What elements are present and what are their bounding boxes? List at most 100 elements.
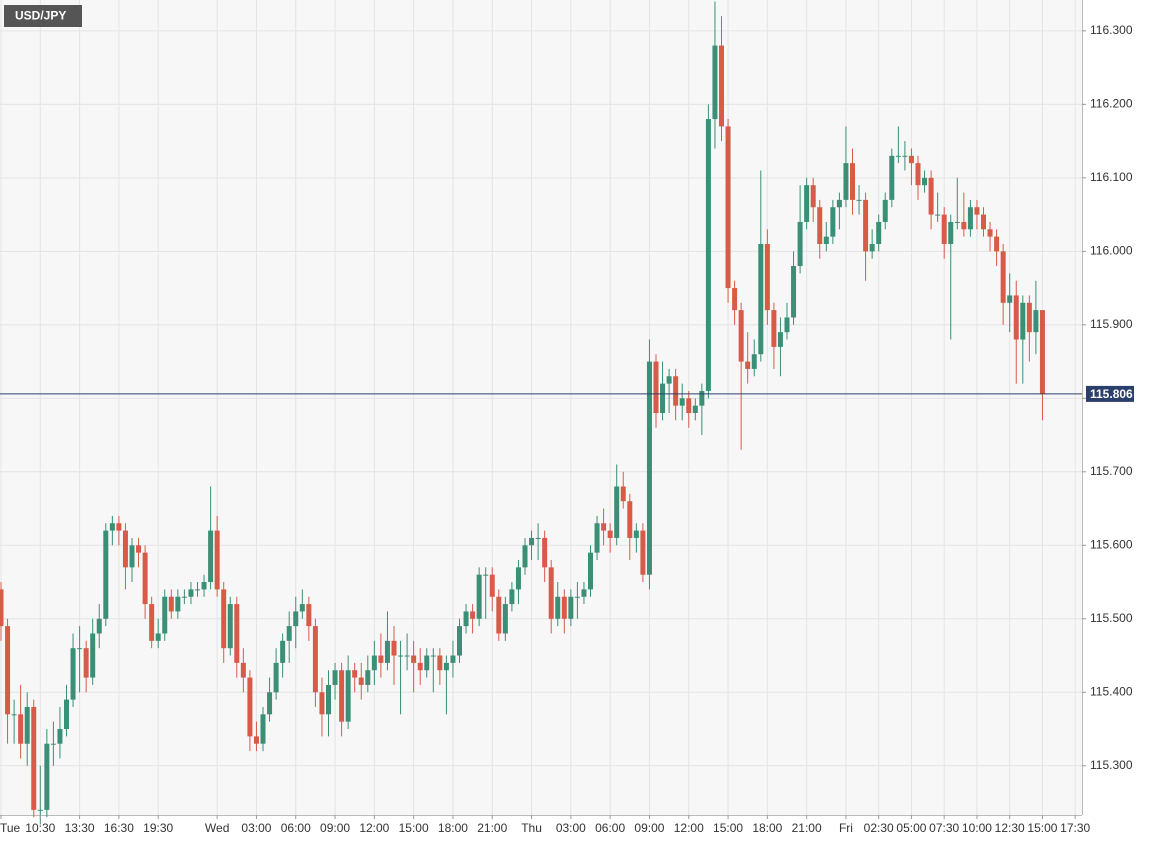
candle-body — [201, 582, 207, 590]
candle-body — [863, 199, 869, 252]
candle-body — [5, 626, 11, 715]
candle-body — [142, 552, 148, 605]
candle-body — [109, 523, 115, 531]
x-tick-label: 21:00 — [792, 821, 822, 835]
y-tick-label: 115.900 — [1090, 317, 1133, 331]
candle-body — [856, 199, 862, 201]
candle-body — [345, 670, 351, 722]
candle-body — [319, 692, 325, 715]
x-tick-label: 10:00 — [962, 821, 992, 835]
candle-body — [777, 332, 783, 347]
candle-body — [876, 221, 882, 244]
candle-body — [908, 155, 914, 164]
candle-body — [175, 596, 181, 612]
labels: 115.300 115.400 115.500 115.600 115.700 115.8… — [0, 23, 1134, 835]
candle-body — [149, 604, 155, 641]
candle-body — [928, 177, 934, 215]
x-tick-label: 13:30 — [65, 821, 95, 835]
candle-body — [365, 670, 371, 685]
candle-body — [31, 706, 37, 810]
candle-body — [620, 486, 626, 502]
candle-body — [11, 714, 17, 716]
candle-body — [614, 486, 620, 538]
candle-body — [103, 530, 109, 619]
candle-body — [234, 604, 240, 663]
candle-body — [332, 670, 338, 685]
candle-body — [601, 523, 607, 531]
candle-body — [895, 155, 901, 157]
candle-body — [961, 221, 967, 230]
candle-body — [273, 662, 279, 693]
candle-body — [902, 155, 908, 157]
candle-body — [758, 243, 764, 355]
candle-body — [981, 214, 986, 230]
x-tick-label: 15:00 — [713, 821, 743, 835]
candle-body — [594, 523, 600, 553]
candle-body — [391, 640, 397, 656]
candle-body — [227, 604, 233, 649]
candle-body — [640, 530, 646, 575]
candle-body — [568, 596, 574, 619]
last-price-label: 115.806 — [1090, 387, 1133, 401]
x-tick-label: 03:00 — [241, 821, 271, 835]
candle-body — [162, 596, 168, 634]
candle-body — [555, 596, 561, 619]
candle-body — [188, 589, 194, 597]
candle-body — [699, 390, 705, 406]
candle-body — [1013, 295, 1019, 340]
candle-body — [954, 221, 960, 223]
candle-body — [1007, 295, 1013, 303]
candle-body — [260, 714, 266, 744]
candle-body — [817, 207, 823, 244]
candle-body — [267, 692, 273, 715]
y-tick-label: 116.300 — [1090, 23, 1133, 37]
candle-body — [882, 199, 888, 222]
candle-body — [417, 662, 423, 671]
candle-body — [804, 185, 810, 222]
candle-body — [784, 317, 790, 333]
x-tick-label: 17:30 — [1060, 821, 1090, 835]
candle-body — [90, 633, 96, 678]
candle-body — [221, 589, 227, 649]
x-tick-label: 16:30 — [104, 821, 134, 835]
candle-body — [280, 640, 286, 663]
candle-body — [967, 207, 973, 230]
y-tick-label: 116.100 — [1090, 170, 1133, 184]
candle-body — [1000, 251, 1006, 303]
candle-body — [653, 361, 659, 414]
x-tick-label: 03:00 — [556, 821, 586, 835]
x-tick-label: Tue — [0, 821, 21, 835]
candle-body — [751, 354, 757, 369]
candle-body — [457, 626, 462, 656]
candle-body — [673, 376, 679, 406]
candle-body — [326, 684, 331, 715]
y-tick-label: 115.500 — [1090, 611, 1133, 625]
candle-body — [404, 655, 410, 657]
candle-body — [411, 655, 417, 663]
candle-body — [358, 677, 364, 685]
candle-body — [561, 596, 567, 619]
x-tick-label: 19:30 — [143, 821, 173, 835]
candle-body — [247, 677, 253, 737]
x-tick-label: 12:00 — [359, 821, 389, 835]
candle-body — [195, 589, 200, 591]
candle-body — [764, 243, 770, 311]
candle-body — [208, 530, 214, 583]
candle-body — [843, 163, 849, 200]
candle-body — [181, 596, 187, 598]
candle-body — [646, 361, 652, 575]
candle-body — [489, 574, 495, 597]
candle-body — [686, 398, 692, 414]
candle-body — [666, 376, 672, 384]
candle-body — [974, 207, 980, 215]
x-tick-label: 06:00 — [595, 821, 625, 835]
candle-body — [306, 604, 312, 627]
candle-body — [286, 626, 292, 641]
candles — [0, 1, 1082, 825]
candle-body — [352, 670, 358, 678]
candle-body — [712, 45, 718, 120]
candle-body — [588, 552, 593, 590]
x-tick-label: 12:30 — [995, 821, 1025, 835]
candle-body — [941, 214, 947, 244]
